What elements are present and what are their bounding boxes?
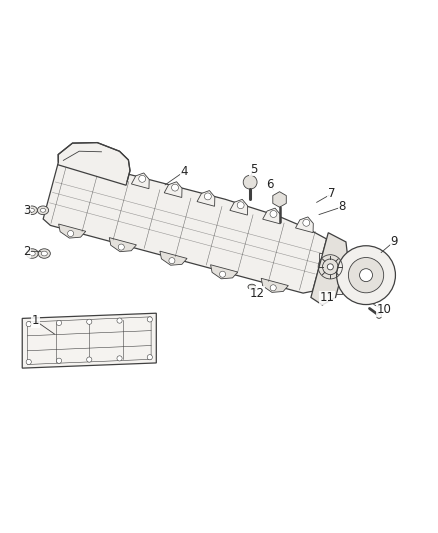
Circle shape (270, 211, 277, 217)
Circle shape (26, 359, 32, 365)
Circle shape (106, 167, 113, 173)
Text: 6: 6 (266, 178, 274, 191)
Circle shape (376, 313, 381, 318)
Circle shape (327, 264, 333, 270)
Polygon shape (261, 278, 288, 293)
Text: 11: 11 (320, 291, 335, 304)
Circle shape (26, 321, 32, 327)
Text: 1: 1 (32, 314, 39, 327)
Polygon shape (319, 253, 343, 294)
Text: 3: 3 (23, 204, 30, 217)
Text: 12: 12 (250, 287, 265, 300)
Text: 10: 10 (377, 303, 392, 316)
Circle shape (117, 318, 122, 323)
Polygon shape (131, 173, 149, 189)
Circle shape (303, 219, 310, 226)
Circle shape (73, 158, 80, 165)
Circle shape (67, 230, 74, 237)
Circle shape (147, 354, 152, 360)
Ellipse shape (29, 251, 35, 256)
Circle shape (57, 320, 62, 326)
Ellipse shape (26, 206, 37, 215)
Polygon shape (230, 199, 247, 215)
Text: 2: 2 (23, 245, 30, 258)
Polygon shape (320, 262, 335, 289)
Polygon shape (263, 208, 280, 224)
Circle shape (243, 175, 257, 189)
Circle shape (87, 319, 92, 325)
Circle shape (270, 285, 276, 291)
Circle shape (118, 244, 124, 250)
Ellipse shape (40, 208, 46, 212)
Circle shape (169, 257, 175, 264)
Circle shape (147, 317, 152, 322)
Circle shape (117, 356, 122, 361)
Circle shape (57, 358, 62, 364)
Polygon shape (22, 313, 156, 368)
Polygon shape (109, 238, 136, 252)
Polygon shape (311, 233, 347, 305)
Text: 4: 4 (180, 165, 188, 178)
Polygon shape (59, 224, 86, 238)
Polygon shape (66, 156, 84, 171)
Circle shape (139, 175, 146, 182)
Text: 7: 7 (328, 187, 335, 200)
Ellipse shape (41, 251, 47, 256)
Polygon shape (164, 182, 182, 198)
Polygon shape (197, 191, 215, 206)
Circle shape (348, 257, 384, 293)
Circle shape (87, 357, 92, 362)
Polygon shape (211, 265, 238, 279)
Text: 9: 9 (390, 235, 398, 248)
Ellipse shape (29, 208, 34, 212)
Polygon shape (43, 159, 327, 293)
Polygon shape (58, 143, 130, 185)
Circle shape (337, 246, 396, 304)
Text: 5: 5 (250, 163, 257, 176)
Ellipse shape (37, 206, 49, 215)
Polygon shape (99, 164, 117, 180)
Circle shape (360, 269, 372, 281)
Polygon shape (296, 217, 313, 233)
Polygon shape (160, 251, 187, 265)
Ellipse shape (248, 284, 256, 289)
Text: 8: 8 (339, 200, 346, 213)
Circle shape (205, 193, 211, 200)
Circle shape (237, 202, 244, 208)
Polygon shape (273, 192, 286, 207)
Circle shape (219, 271, 226, 277)
Ellipse shape (38, 249, 50, 259)
Ellipse shape (26, 249, 38, 259)
Circle shape (172, 184, 178, 191)
